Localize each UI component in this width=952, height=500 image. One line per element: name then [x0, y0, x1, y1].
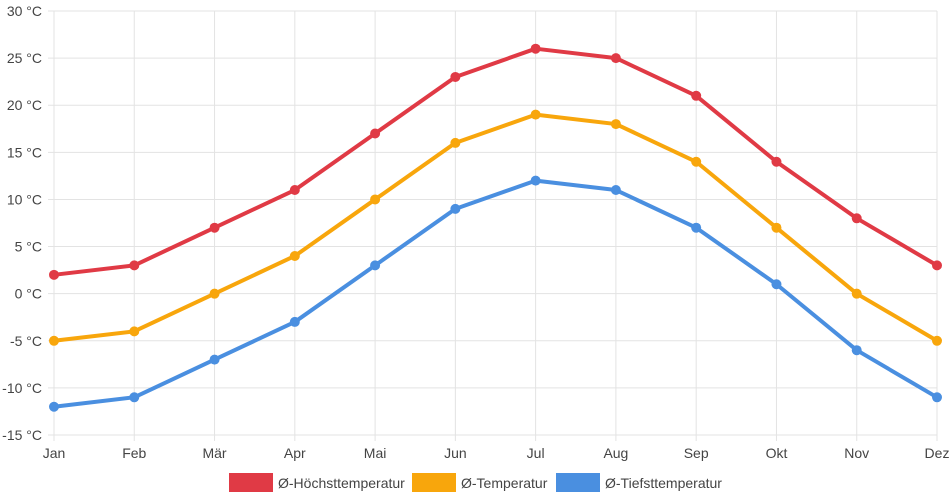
- data-point[interactable]: [610, 53, 621, 64]
- series-line-1: [52, 46, 939, 277]
- data-point[interactable]: [530, 109, 541, 120]
- series-group: [49, 43, 942, 412]
- data-point[interactable]: [851, 345, 862, 356]
- series-line-2: [52, 112, 939, 343]
- data-point[interactable]: [610, 185, 621, 196]
- x-tick-label: Nov: [844, 445, 869, 461]
- data-point[interactable]: [289, 185, 300, 196]
- data-point[interactable]: [209, 288, 220, 299]
- data-point[interactable]: [129, 260, 140, 271]
- x-tick-label: Okt: [766, 445, 788, 461]
- data-point[interactable]: [450, 137, 461, 148]
- y-tick-label: 15 °C: [7, 144, 42, 160]
- data-point[interactable]: [49, 335, 59, 346]
- data-point[interactable]: [691, 156, 702, 167]
- x-tick-label: Mär: [202, 445, 226, 461]
- data-point[interactable]: [771, 279, 782, 290]
- series-line-3: [52, 178, 939, 409]
- legend: Ø-Höchsttemperatur Ø-Temperatur Ø-Tiefstte…: [229, 473, 722, 492]
- x-tick-label: Apr: [284, 445, 306, 461]
- x-tick-label: Feb: [122, 445, 146, 461]
- data-point[interactable]: [129, 392, 140, 403]
- x-tick-label: Aug: [603, 445, 628, 461]
- data-point[interactable]: [370, 260, 381, 271]
- data-point[interactable]: [450, 203, 461, 214]
- data-point[interactable]: [691, 90, 702, 101]
- data-point[interactable]: [370, 194, 381, 205]
- x-tick-label: Jun: [444, 445, 467, 461]
- data-point[interactable]: [209, 354, 220, 365]
- x-tick-label: Jan: [43, 445, 66, 461]
- data-point[interactable]: [129, 326, 140, 337]
- y-tick-label: -15 °C: [2, 427, 42, 443]
- data-point[interactable]: [530, 43, 541, 54]
- data-point[interactable]: [851, 288, 862, 299]
- data-point[interactable]: [370, 128, 381, 139]
- y-tick-label: 5 °C: [15, 239, 42, 255]
- x-tick-label: Mai: [364, 445, 387, 461]
- data-point[interactable]: [49, 269, 59, 280]
- x-tick-label: Sep: [684, 445, 709, 461]
- data-point[interactable]: [289, 250, 300, 261]
- data-point[interactable]: [610, 119, 621, 130]
- y-tick-label: 30 °C: [7, 3, 42, 19]
- legend-label[interactable]: Ø-Tiefsttemperatur: [605, 475, 722, 491]
- x-tick-label: Jul: [527, 445, 545, 461]
- data-point[interactable]: [530, 175, 541, 186]
- legend-swatch: [412, 473, 456, 492]
- y-tick-label: -5 °C: [10, 333, 42, 349]
- data-point[interactable]: [851, 213, 862, 224]
- y-tick-label: 20 °C: [7, 97, 42, 113]
- data-point[interactable]: [932, 335, 942, 346]
- data-point[interactable]: [450, 71, 461, 82]
- y-axis: -15 °C -10 °C -5 °C 0 °C 5 °C 10 °C 15 °C 20 °C…: [2, 3, 42, 443]
- data-point[interactable]: [209, 222, 220, 233]
- data-point[interactable]: [691, 222, 702, 233]
- legend-label[interactable]: Ø-Höchsttemperatur: [278, 475, 405, 491]
- x-tick-label: Dez: [925, 445, 950, 461]
- y-tick-label: 25 °C: [7, 50, 42, 66]
- data-point[interactable]: [289, 316, 300, 327]
- legend-label[interactable]: Ø-Temperatur: [461, 475, 548, 491]
- y-tick-label: 10 °C: [7, 191, 42, 207]
- data-point[interactable]: [932, 260, 942, 271]
- data-point[interactable]: [932, 392, 942, 403]
- y-tick-label: -10 °C: [2, 380, 42, 396]
- data-point[interactable]: [771, 156, 782, 167]
- y-tick-label: 0 °C: [15, 286, 42, 302]
- x-axis: Jan Feb Mär Apr Mai Jun Jul Aug Sep Okt Nov Dez: [43, 445, 950, 461]
- legend-swatch: [556, 473, 600, 492]
- data-point[interactable]: [49, 401, 59, 412]
- data-point[interactable]: [771, 222, 782, 233]
- legend-swatch: [229, 473, 273, 492]
